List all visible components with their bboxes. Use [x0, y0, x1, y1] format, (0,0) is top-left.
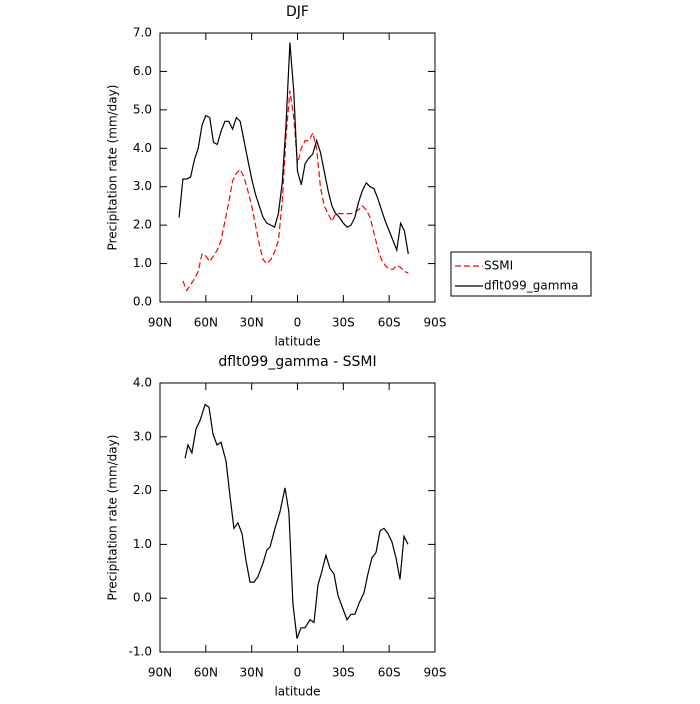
y-axis-label: Precipitation rate (mm/day)	[106, 435, 120, 601]
x-tick-label: 60S	[378, 316, 401, 330]
y-tick-label: 4.0	[133, 376, 152, 390]
plot-frame	[159, 382, 436, 653]
y-tick-label: 2.0	[133, 218, 152, 232]
x-tick-label: 60S	[378, 666, 401, 680]
x-axis-label: latitude	[274, 335, 320, 349]
x-tick-label: 90N	[148, 316, 172, 330]
x-tick-label: 60N	[194, 666, 218, 680]
x-tick-label: 90N	[148, 666, 172, 680]
x-tick-label: 90S	[424, 316, 447, 330]
x-tick-label: 0	[294, 316, 302, 330]
x-tick-label: 60N	[194, 316, 218, 330]
y-tick-label: 4.0	[133, 141, 152, 155]
x-tick-label: 30S	[332, 316, 355, 330]
chart-title: DJF	[286, 4, 309, 20]
y-tick-label: 1.0	[133, 537, 152, 551]
y-tick-label: 7.0	[133, 26, 152, 40]
y-tick-label: -1.0	[129, 645, 152, 659]
legend-box	[450, 251, 592, 297]
legend-label: dflt099_gamma	[484, 279, 579, 293]
y-tick-label: 3.0	[133, 179, 152, 193]
x-tick-label: 90S	[424, 666, 447, 680]
series-line	[178, 42, 409, 255]
y-tick-label: 2.0	[133, 483, 152, 497]
x-tick-label: 30S	[332, 666, 355, 680]
x-tick-label: 30N	[240, 666, 264, 680]
x-tick-label: 0	[294, 666, 302, 680]
y-tick-label: 1.0	[133, 256, 152, 270]
y-tick-label: 3.0	[133, 429, 152, 443]
data-line	[184, 403, 409, 639]
y-tick-label: 5.0	[133, 102, 152, 116]
chart-title: dflt099_gamma - SSMI	[218, 354, 376, 370]
legend-label: SSMI	[484, 259, 513, 273]
y-tick-label: 0.0	[133, 591, 152, 605]
y-tick-label: 6.0	[133, 64, 152, 78]
y-tick-label: 0.0	[133, 295, 152, 309]
x-axis-label: latitude	[274, 685, 320, 699]
y-axis-label: Precipitation rate (mm/day)	[106, 85, 120, 251]
x-tick-label: 30N	[240, 316, 264, 330]
